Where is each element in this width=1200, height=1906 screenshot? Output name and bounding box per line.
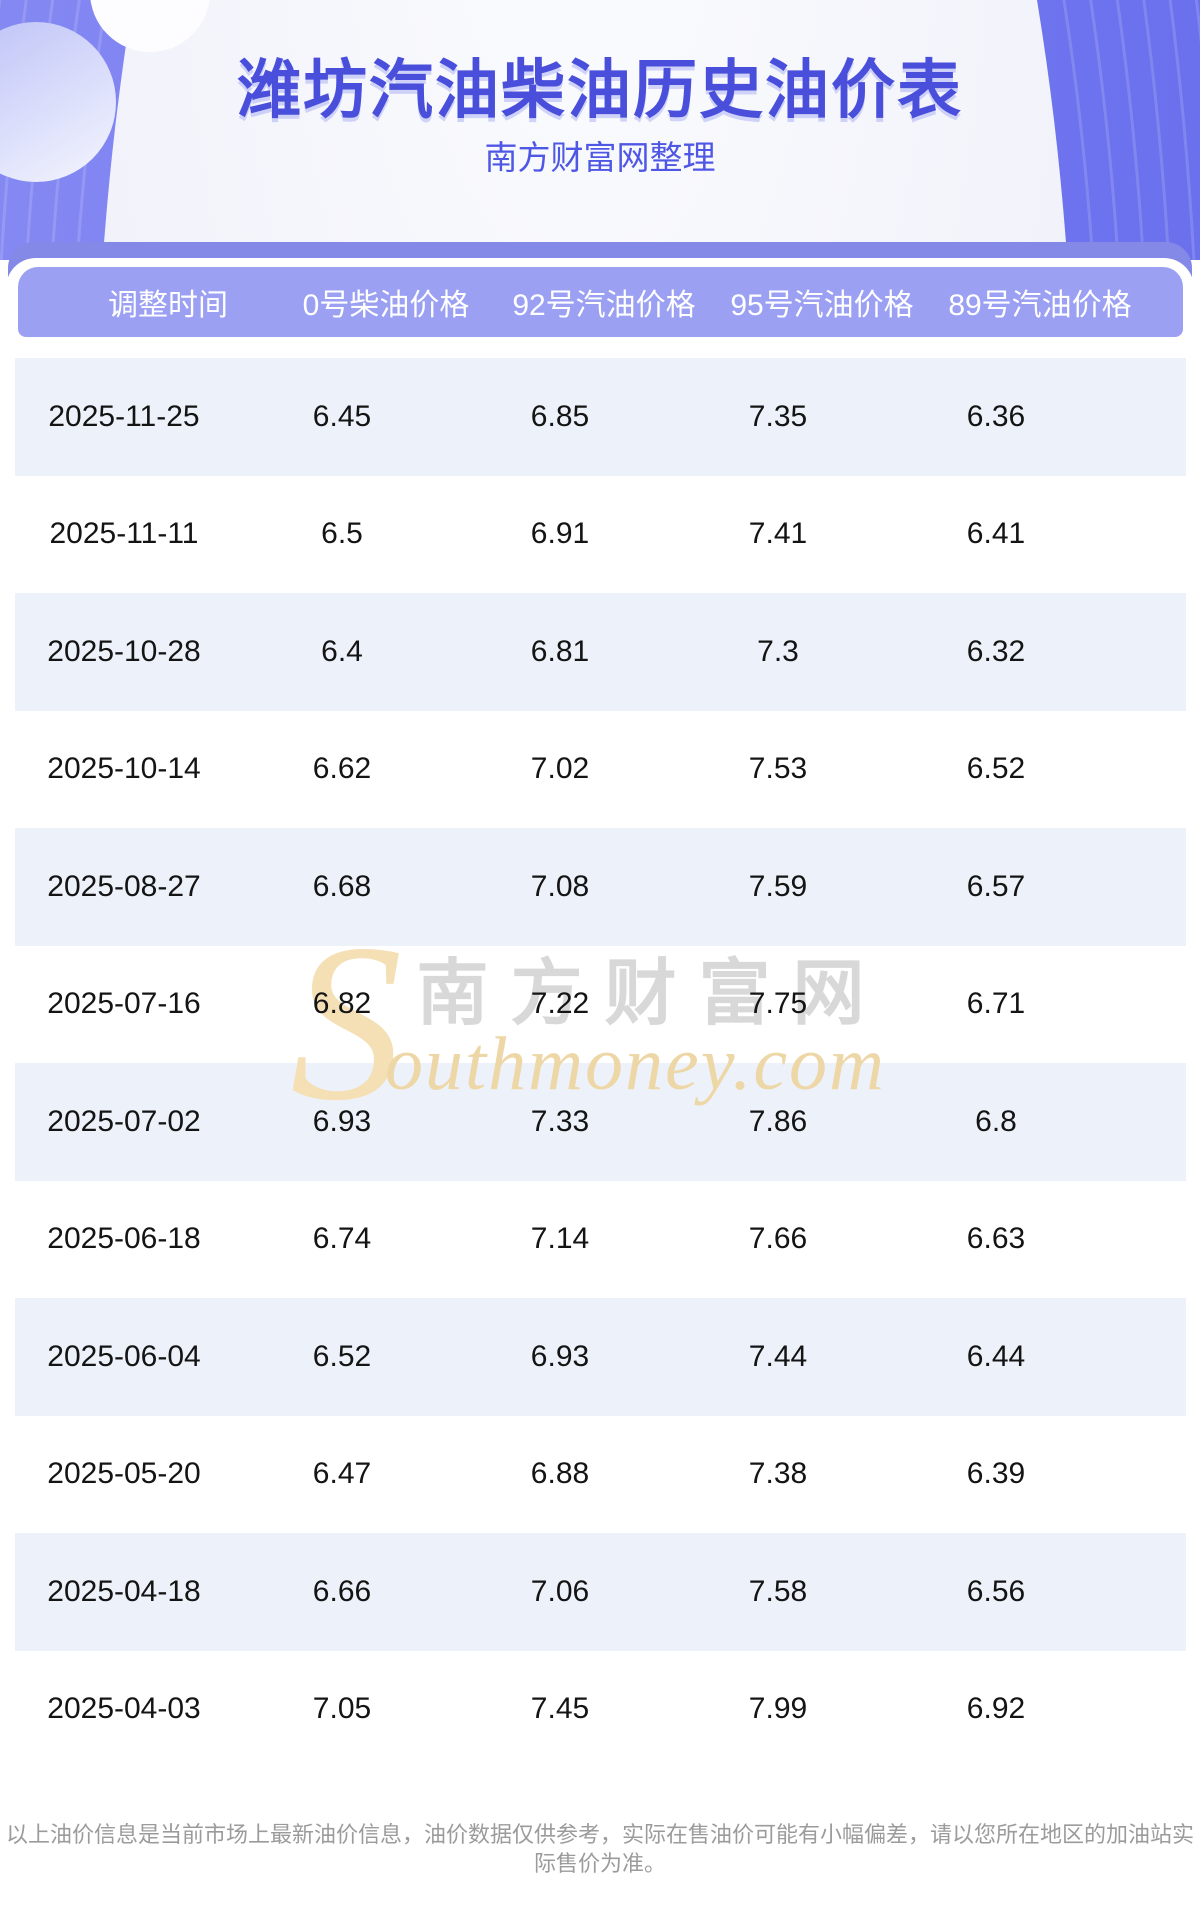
cell-gas-95: 7.3 <box>757 634 799 668</box>
table-row: 2025-11-25 6.45 6.85 7.35 6.36 <box>15 358 1186 476</box>
cell-date: 2025-11-25 <box>48 399 200 433</box>
cell-diesel-0: 6.66 <box>312 1574 372 1608</box>
cell-gas-89: 6.39 <box>966 1457 1026 1491</box>
cell-gas-89: 6.92 <box>966 1692 1026 1726</box>
table-row: 2025-11-11 6.5 6.91 7.41 6.41 <box>15 475 1186 593</box>
cell-gas-95: 7.66 <box>748 1222 808 1256</box>
cell-gas-95: 7.44 <box>748 1339 808 1373</box>
cell-gas-95: 7.75 <box>748 987 808 1021</box>
column-header-date: 调整时间 <box>108 289 228 322</box>
cell-date: 2025-10-28 <box>47 634 201 668</box>
cell-gas-89: 6.52 <box>966 752 1026 786</box>
cell-gas-95: 7.59 <box>748 869 808 903</box>
cell-gas-95: 7.41 <box>748 517 808 551</box>
table-body: S 南方财富网 outhmoney.com 2025-11-25 6.45 6.… <box>15 358 1186 1768</box>
cell-diesel-0: 6.47 <box>312 1457 372 1491</box>
table-row: 2025-10-28 6.4 6.81 7.3 6.32 <box>15 593 1186 711</box>
cell-date: 2025-06-04 <box>47 1339 201 1373</box>
corner-circle-decoration <box>90 0 210 52</box>
cell-gas-95: 7.35 <box>748 399 808 433</box>
cell-gas-92: 6.88 <box>530 1457 590 1491</box>
cell-gas-89: 6.32 <box>966 634 1026 668</box>
cell-gas-95: 7.99 <box>748 1692 808 1726</box>
table-card: 调整时间 0号柴油价格 92号汽油价格 95号汽油价格 89号汽油价格 S 南方… <box>6 258 1194 1906</box>
cell-diesel-0: 7.05 <box>312 1692 372 1726</box>
cell-gas-95: 7.53 <box>748 752 808 786</box>
cell-date: 2025-07-16 <box>47 987 201 1021</box>
cell-gas-95: 7.38 <box>748 1457 808 1491</box>
page-subtitle: 南方财富网整理 <box>484 139 716 176</box>
table-row: 2025-10-14 6.62 7.02 7.53 6.52 <box>15 710 1186 828</box>
column-header-gas-89: 89号汽油价格 <box>948 289 1132 322</box>
table-row: 2025-08-27 6.68 7.08 7.59 6.57 <box>15 828 1186 946</box>
table-row: 2025-06-04 6.52 6.93 7.44 6.44 <box>15 1298 1186 1416</box>
cell-date: 2025-04-18 <box>47 1574 201 1608</box>
cell-diesel-0: 6.45 <box>312 399 372 433</box>
cell-gas-89: 6.44 <box>966 1339 1026 1373</box>
cell-date: 2025-06-18 <box>47 1222 201 1256</box>
cell-diesel-0: 6.82 <box>312 987 372 1021</box>
cell-diesel-0: 6.52 <box>312 1339 372 1373</box>
table-row: 2025-04-03 7.05 7.45 7.99 6.92 <box>15 1650 1186 1768</box>
table-header-row: 调整时间 0号柴油价格 92号汽油价格 95号汽油价格 89号汽油价格 <box>18 267 1183 337</box>
cell-gas-95: 7.86 <box>748 1104 808 1138</box>
column-header-gas-92: 92号汽油价格 <box>512 289 696 322</box>
column-header-gas-95: 95号汽油价格 <box>730 289 914 322</box>
cell-gas-92: 7.14 <box>530 1222 590 1256</box>
cell-gas-92: 7.33 <box>530 1104 590 1138</box>
cell-gas-89: 6.63 <box>966 1222 1026 1256</box>
cell-gas-95: 7.58 <box>748 1574 808 1608</box>
cell-gas-92: 6.85 <box>530 399 590 433</box>
column-header-diesel-0: 0号柴油价格 <box>302 289 470 322</box>
cell-date: 2025-04-03 <box>47 1692 201 1726</box>
cell-diesel-0: 6.93 <box>312 1104 372 1138</box>
table-row: 2025-07-16 6.82 7.22 7.75 6.71 <box>15 945 1186 1063</box>
cell-diesel-0: 6.5 <box>321 517 363 551</box>
table-row: 2025-04-18 6.66 7.06 7.58 6.56 <box>15 1533 1186 1651</box>
cell-gas-92: 7.06 <box>530 1574 590 1608</box>
cell-gas-92: 7.02 <box>530 752 590 786</box>
cell-gas-92: 6.91 <box>530 517 590 551</box>
cell-date: 2025-11-11 <box>49 517 199 551</box>
cell-gas-89: 6.71 <box>966 987 1026 1021</box>
cell-gas-89: 6.56 <box>966 1574 1026 1608</box>
cell-date: 2025-10-14 <box>47 752 201 786</box>
cell-gas-92: 6.93 <box>530 1339 590 1373</box>
cell-date: 2025-07-02 <box>47 1104 201 1138</box>
cell-gas-89: 6.8 <box>975 1104 1017 1138</box>
hero-header: 潍坊汽油柴油历史油价表 南方财富网整理 <box>0 0 1200 260</box>
table-row: 2025-05-20 6.47 6.88 7.38 6.39 <box>15 1415 1186 1533</box>
lavender-circle-decoration <box>0 22 116 182</box>
cell-gas-92: 6.81 <box>530 634 590 668</box>
cell-date: 2025-05-20 <box>47 1457 201 1491</box>
cell-gas-89: 6.57 <box>966 869 1026 903</box>
background-decoration <box>0 0 1200 260</box>
disclaimer-note: 以上油价信息是当前市场上最新油价信息，油价数据仅供参考，实际在售油价可能有小幅偏… <box>5 1822 1194 1876</box>
cell-gas-92: 7.08 <box>530 869 590 903</box>
cell-diesel-0: 6.68 <box>312 869 372 903</box>
cell-gas-89: 6.41 <box>966 517 1026 551</box>
table-row: 2025-07-02 6.93 7.33 7.86 6.8 <box>15 1063 1186 1181</box>
cell-gas-89: 6.36 <box>966 399 1026 433</box>
table-row: 2025-06-18 6.74 7.14 7.66 6.63 <box>15 1180 1186 1298</box>
cell-gas-92: 7.45 <box>530 1692 590 1726</box>
cell-date: 2025-08-27 <box>47 869 201 903</box>
cell-gas-92: 7.22 <box>530 987 590 1021</box>
cell-diesel-0: 6.4 <box>321 634 363 668</box>
page-title: 潍坊汽油柴油历史油价表 <box>237 54 963 126</box>
cell-diesel-0: 6.62 <box>312 752 372 786</box>
cell-diesel-0: 6.74 <box>312 1222 372 1256</box>
